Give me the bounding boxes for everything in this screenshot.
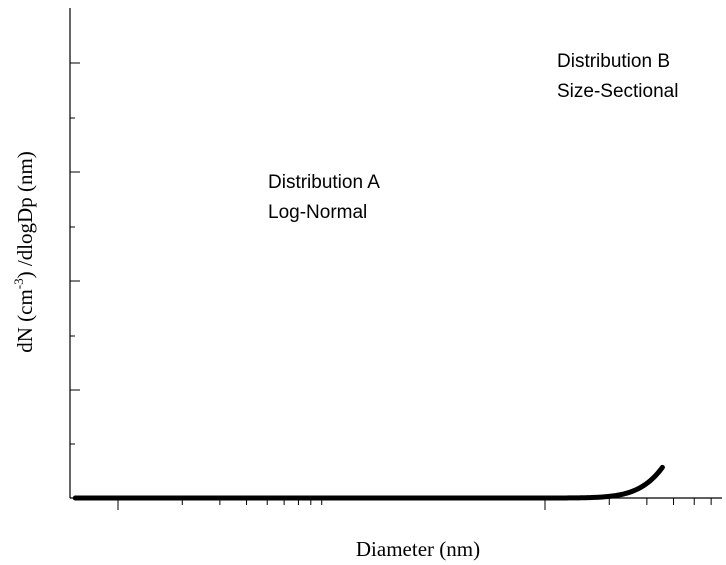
series-a-line bbox=[72, 464, 665, 501]
axis-ticks bbox=[70, 62, 712, 510]
annotation-b-line2: Size-Sectional bbox=[557, 81, 678, 102]
annotation-a-line2: Log-Normal bbox=[268, 202, 367, 223]
annotation-b-line1: Distribution B bbox=[557, 51, 670, 72]
x-axis-label: Diameter (nm) bbox=[356, 537, 480, 561]
annotation-a-line1: Distribution A bbox=[268, 172, 380, 193]
y-axis-label: dN (cm-3) /dlogDp (nm) bbox=[11, 151, 37, 353]
